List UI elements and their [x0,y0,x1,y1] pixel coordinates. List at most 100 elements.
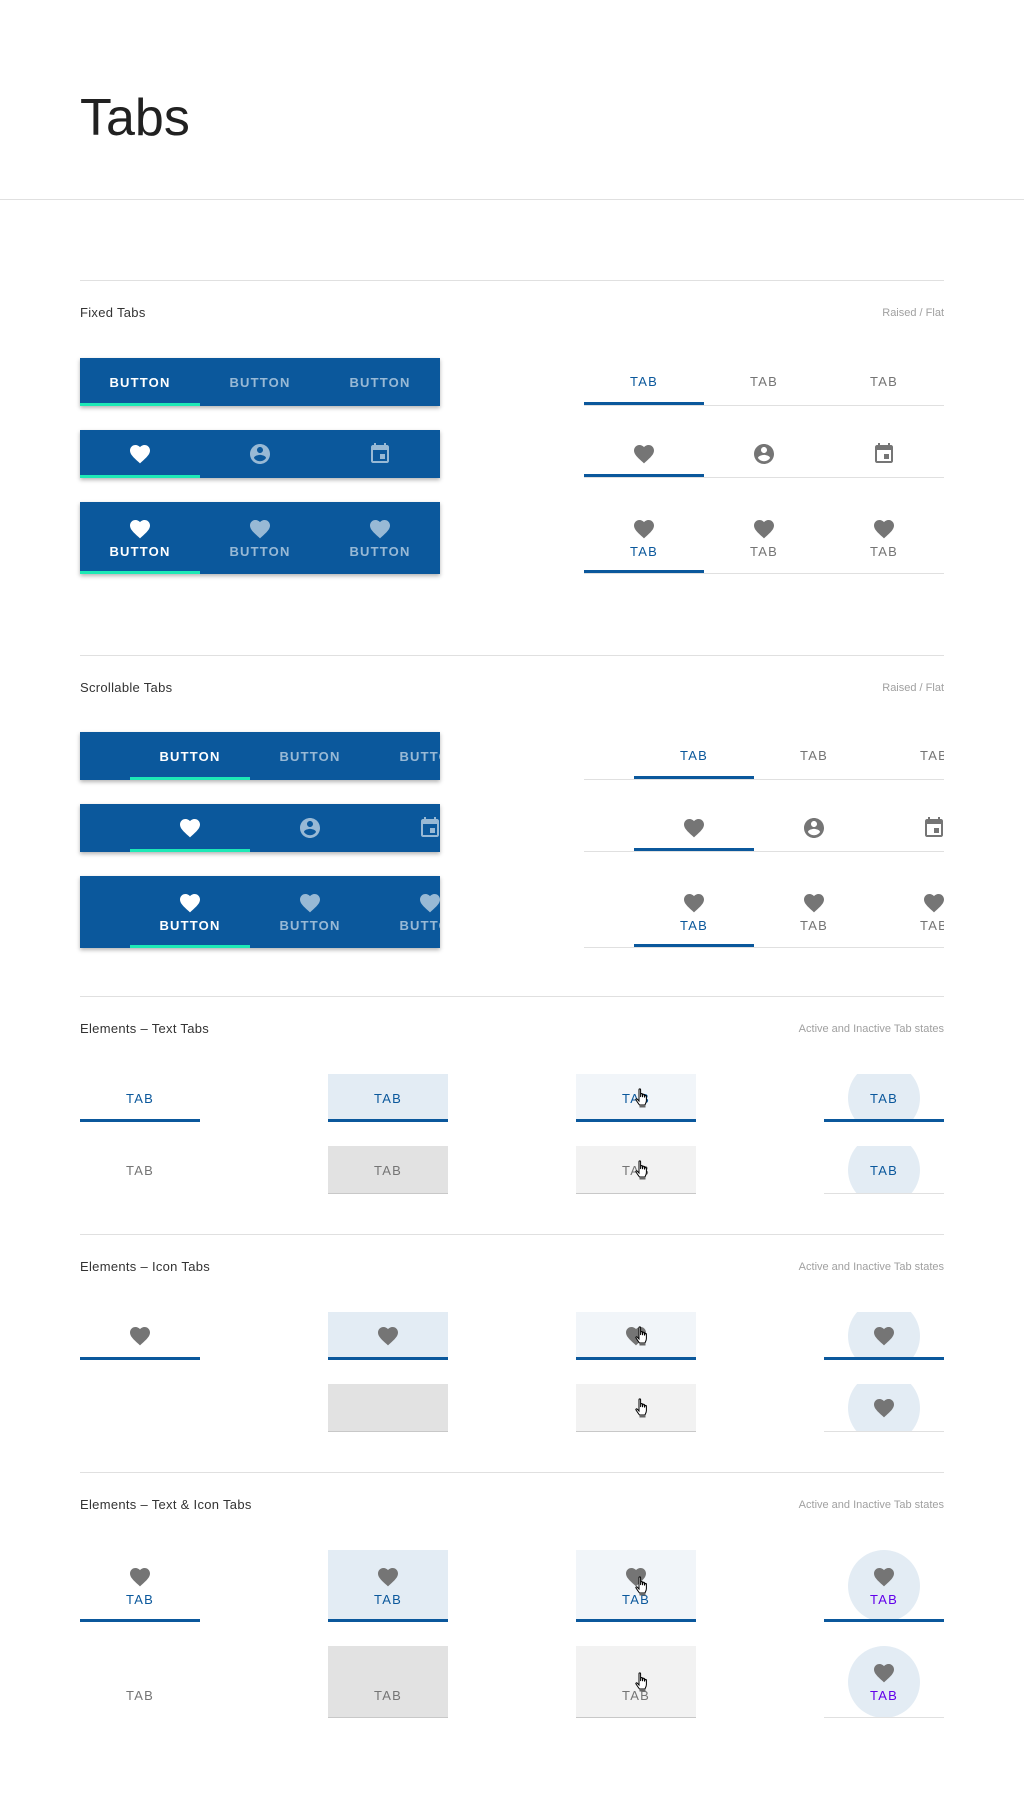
tab-state-focused-inactive[interactable]: TAB [824,1646,944,1718]
tab-label: BUTTON [349,374,411,390]
heart-icon [754,519,774,538]
tab-state-focused-inactive[interactable] [824,1384,944,1432]
tab-3[interactable] [824,430,944,477]
hand-cursor-icon [635,1160,647,1180]
tab-3[interactable]: BUTTON [320,358,440,406]
tab-3[interactable] [874,804,944,851]
tab-1[interactable] [80,430,200,478]
tab-state-default-active[interactable] [80,1312,200,1360]
tab-2[interactable]: BUTTON [250,732,370,780]
tab-state-hover-inactive[interactable]: TAB [576,1146,696,1194]
tab-1[interactable]: TAB [634,876,754,947]
tab-state-hover-active[interactable] [576,1312,696,1360]
tab-state-hover-active[interactable]: TAB [576,1550,696,1622]
tab-2[interactable] [704,430,824,477]
tab-state-pressed-active[interactable]: TAB [328,1550,448,1622]
tab-2[interactable]: BUTTON [200,358,320,406]
active-indicator [80,403,200,406]
tab-state-pressed-active[interactable] [328,1312,448,1360]
section-title: Elements – Icon Tabs [80,1259,211,1274]
active-indicator [634,776,754,779]
tab-3[interactable]: TAB [824,502,944,573]
tab-2[interactable]: BUTTON [200,502,320,574]
tab-1[interactable]: BUTTON [130,876,250,948]
tab-1[interactable] [584,430,704,477]
account-circle-icon [300,818,320,838]
tab-label: TAB [374,1688,402,1703]
heart-icon [874,1399,894,1418]
focus-ripple [848,1074,920,1122]
tab-state-focused-active[interactable]: TAB [824,1074,944,1122]
tab-state-pressed-active[interactable]: TAB [328,1074,448,1122]
heart-icon [874,1327,894,1346]
tab-1[interactable]: TAB [584,358,704,405]
tab-1[interactable] [130,804,250,852]
tab-2[interactable]: TAB [704,502,824,573]
tab-2[interactable] [250,804,370,852]
tab-content: TAB [824,1074,944,1122]
tab-1[interactable]: TAB [584,502,704,573]
heart-icon [130,1568,150,1587]
tab-content: TAB [80,1550,200,1622]
tab-state-focused-inactive[interactable]: TAB [824,1146,944,1194]
tab-3[interactable] [320,430,440,478]
tab-label: TAB [870,1688,898,1703]
tab-3[interactable] [370,804,440,852]
tab-state-pressed-inactive[interactable]: TAB [328,1146,448,1194]
tab-state-pressed-inactive[interactable] [328,1384,448,1432]
tab-3[interactable]: TAB [874,732,944,779]
tab-1[interactable]: BUTTON [130,732,250,780]
focus-ripple [848,1146,920,1194]
tab-state-hover-active[interactable]: TAB [576,1074,696,1122]
tab-label: TAB [870,1592,898,1607]
tab-state-default-inactive[interactable]: TAB [80,1146,200,1194]
tab-label: TAB [126,1592,154,1607]
tab-state-pressed-inactive[interactable]: TAB [328,1646,448,1718]
tab-state-default-inactive[interactable] [80,1384,200,1432]
tab-state-focused-active[interactable] [824,1312,944,1360]
heart-icon [684,893,704,912]
tab-3[interactable]: TAB [824,358,944,405]
tab-bottom-line [576,1717,696,1718]
tab-content: TAB [576,1550,696,1622]
tab-content: TAB [80,1146,200,1194]
calendar-icon [371,443,389,463]
tab-label: TAB [870,374,898,389]
fixed-flat-tabs: TAB TAB TAB [584,358,944,406]
tab-1[interactable] [634,804,754,851]
tab-2[interactable]: TAB [754,732,874,779]
heart-icon [924,893,944,912]
tab-state-hover-inactive[interactable]: TAB [576,1646,696,1718]
tab-1[interactable]: BUTTON [80,502,200,574]
tab-2[interactable]: TAB [704,358,824,405]
tab-2[interactable]: BUTTON [250,876,370,948]
tab-3[interactable]: TAB [874,876,944,947]
tab-3[interactable]: BUTTON [370,876,440,948]
tab-content [824,1384,944,1432]
tab-1[interactable]: BUTTON [80,358,200,406]
tab-content: TAB [328,1146,448,1194]
tab-3[interactable]: BUTTON [320,502,440,574]
tab-content: TAB [80,1074,200,1122]
tab-state-default-active[interactable]: TAB [80,1550,200,1622]
tab-content: TAB [328,1646,448,1718]
tab-2[interactable] [754,804,874,851]
tab-content: TAB [576,1646,696,1718]
tab-state-hover-inactive[interactable] [576,1384,696,1432]
tab-label: BUTTON [349,544,411,559]
section-divider [80,280,944,281]
active-indicator [576,1357,696,1360]
tab-label: TAB [374,1592,402,1607]
tab-1[interactable]: TAB [634,732,754,779]
section-divider [80,1472,944,1473]
heart-icon [300,894,320,913]
tab-state-default-active[interactable]: TAB [80,1074,200,1122]
tab-bottom-line [824,1717,944,1718]
tab-state-focused-active[interactable]: TAB [824,1550,944,1622]
tab-state-default-inactive[interactable]: TAB [80,1646,200,1718]
tab-3[interactable]: BUTTON [370,732,440,780]
section-divider [80,996,944,997]
tab-2[interactable] [200,430,320,478]
tab-2[interactable]: TAB [754,876,874,947]
active-indicator [824,1357,944,1360]
